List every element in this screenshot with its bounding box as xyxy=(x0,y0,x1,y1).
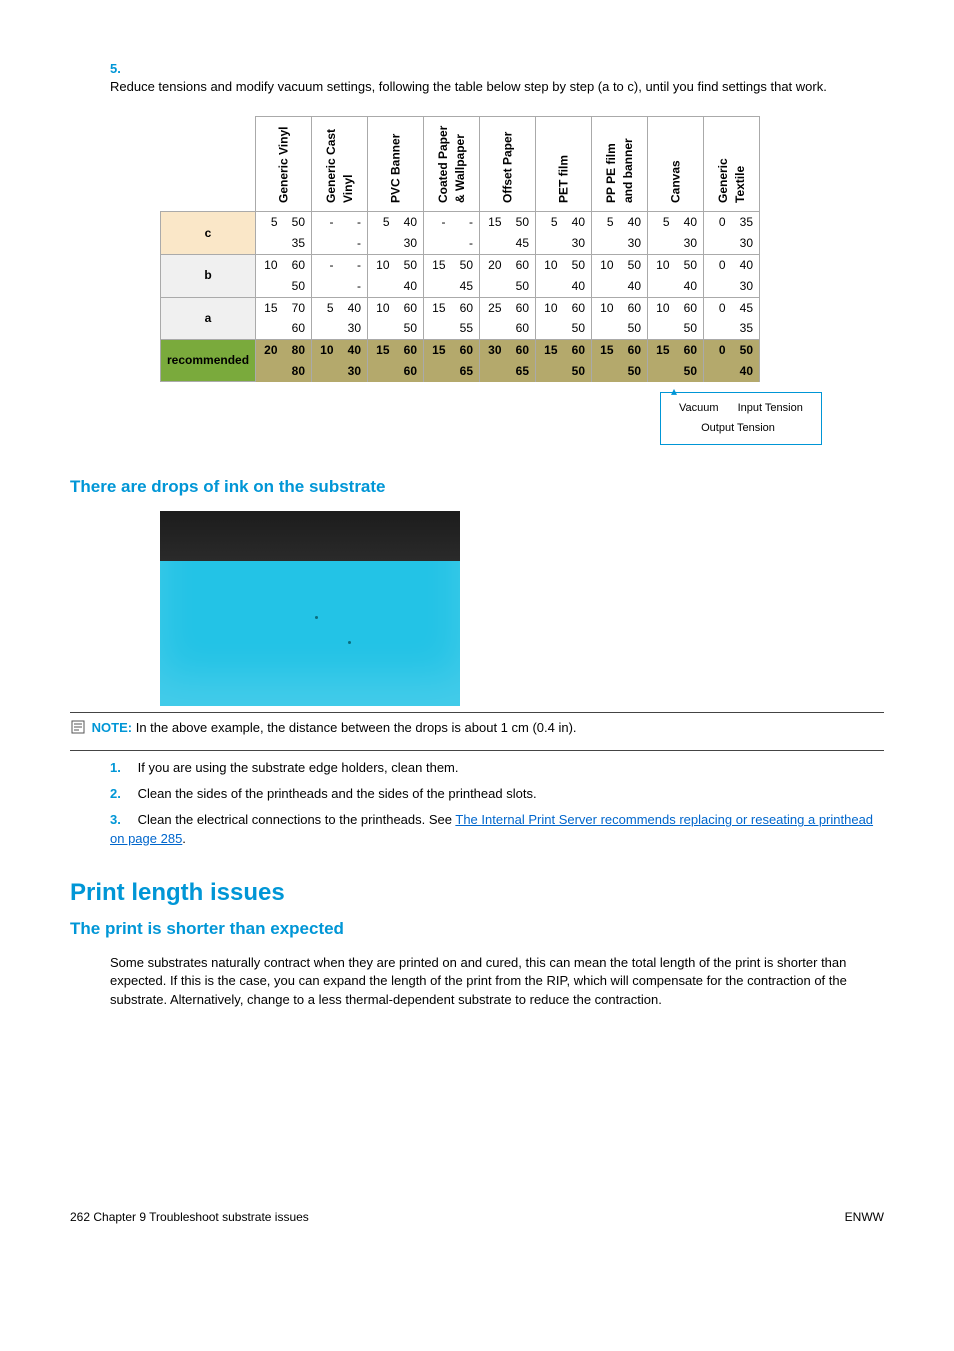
legend-input-tension: Input Tension xyxy=(730,399,811,418)
col-generic-cast-vinyl: Generic Cast Vinyl xyxy=(312,117,368,212)
col-generic-textile: Generic Textile xyxy=(704,117,760,212)
heading-drops-of-ink: There are drops of ink on the substrate xyxy=(70,475,884,499)
drops-step-2-text: Clean the sides of the printheads and th… xyxy=(138,786,537,801)
ink-drop-icon xyxy=(348,641,351,644)
drops-step-1: 1. If you are using the substrate edge h… xyxy=(110,759,884,777)
legend-vacuum: Vacuum xyxy=(671,399,727,418)
note-text: In the above example, the distance betwe… xyxy=(136,720,577,735)
col-offset-paper: Offset Paper xyxy=(480,117,536,212)
col-canvas: Canvas xyxy=(648,117,704,212)
ink-drop-icon xyxy=(315,616,318,619)
row-label-b: b xyxy=(161,254,256,297)
col-pp-pe-film: PP PE film and banner xyxy=(592,117,648,212)
row-label-a: a xyxy=(161,297,256,340)
table-row: b 1060 -- 1050 1550 2060 1050 1050 1050 … xyxy=(161,254,760,275)
note-block: NOTE: In the above example, the distance… xyxy=(70,719,884,740)
footer-left: 262 Chapter 9 Troubleshoot substrate iss… xyxy=(70,1210,309,1224)
note-label: NOTE: xyxy=(92,720,132,735)
drops-step-2-num: 2. xyxy=(110,785,134,803)
legend-box: ▴ Vacuum Input Tension Output Tension xyxy=(660,392,822,445)
step-5-num: 5. xyxy=(110,60,134,78)
divider xyxy=(70,750,884,751)
drops-step-1-text: If you are using the substrate edge hold… xyxy=(138,760,459,775)
step-5-text: Reduce tensions and modify vacuum settin… xyxy=(110,78,870,96)
step-5: 5. Reduce tensions and modify vacuum set… xyxy=(110,60,884,96)
divider xyxy=(70,712,884,713)
tension-table-container: Generic Vinyl Generic Cast Vinyl PVC Ban… xyxy=(160,116,884,445)
drops-step-3: 3. Clean the electrical connections to t… xyxy=(110,811,884,847)
drops-step-3-text-b: . xyxy=(182,831,186,846)
col-coated-paper: Coated Paper & Wallpaper xyxy=(424,117,480,212)
shorter-body-text: Some substrates naturally contract when … xyxy=(110,954,884,1009)
drops-step-3-text-a: Clean the electrical connections to the … xyxy=(138,812,456,827)
drops-example-image xyxy=(160,511,460,706)
legend-output-tension: Output Tension xyxy=(693,419,783,438)
drops-step-1-num: 1. xyxy=(110,759,134,777)
row-label-c: c xyxy=(161,212,256,255)
tension-table: Generic Vinyl Generic Cast Vinyl PVC Ban… xyxy=(160,116,760,382)
drops-step-3-num: 3. xyxy=(110,811,134,829)
table-header-blank xyxy=(161,117,256,212)
legend-arrow-icon: ▴ xyxy=(671,383,677,400)
row-label-recommended: recommended xyxy=(161,340,256,382)
col-generic-vinyl: Generic Vinyl xyxy=(256,117,312,212)
page-footer: 262 Chapter 9 Troubleshoot substrate iss… xyxy=(70,1209,884,1226)
heading-print-shorter: The print is shorter than expected xyxy=(70,917,884,941)
note-icon xyxy=(70,719,88,740)
table-row: c 550 -- 540 -- 1550 540 540 540 035 xyxy=(161,212,760,233)
footer-right: ENWW xyxy=(845,1209,884,1226)
drops-step-2: 2. Clean the sides of the printheads and… xyxy=(110,785,884,803)
table-row-recommended: recommended 2080 1040 1560 1560 3060 156… xyxy=(161,340,760,361)
heading-print-length-issues: Print length issues xyxy=(70,876,884,910)
table-header-row: Generic Vinyl Generic Cast Vinyl PVC Ban… xyxy=(161,117,760,212)
col-pet-film: PET film xyxy=(536,117,592,212)
table-row: a 1570 540 1060 1560 2560 1060 1060 1060… xyxy=(161,297,760,318)
col-pvc-banner: PVC Banner xyxy=(368,117,424,212)
